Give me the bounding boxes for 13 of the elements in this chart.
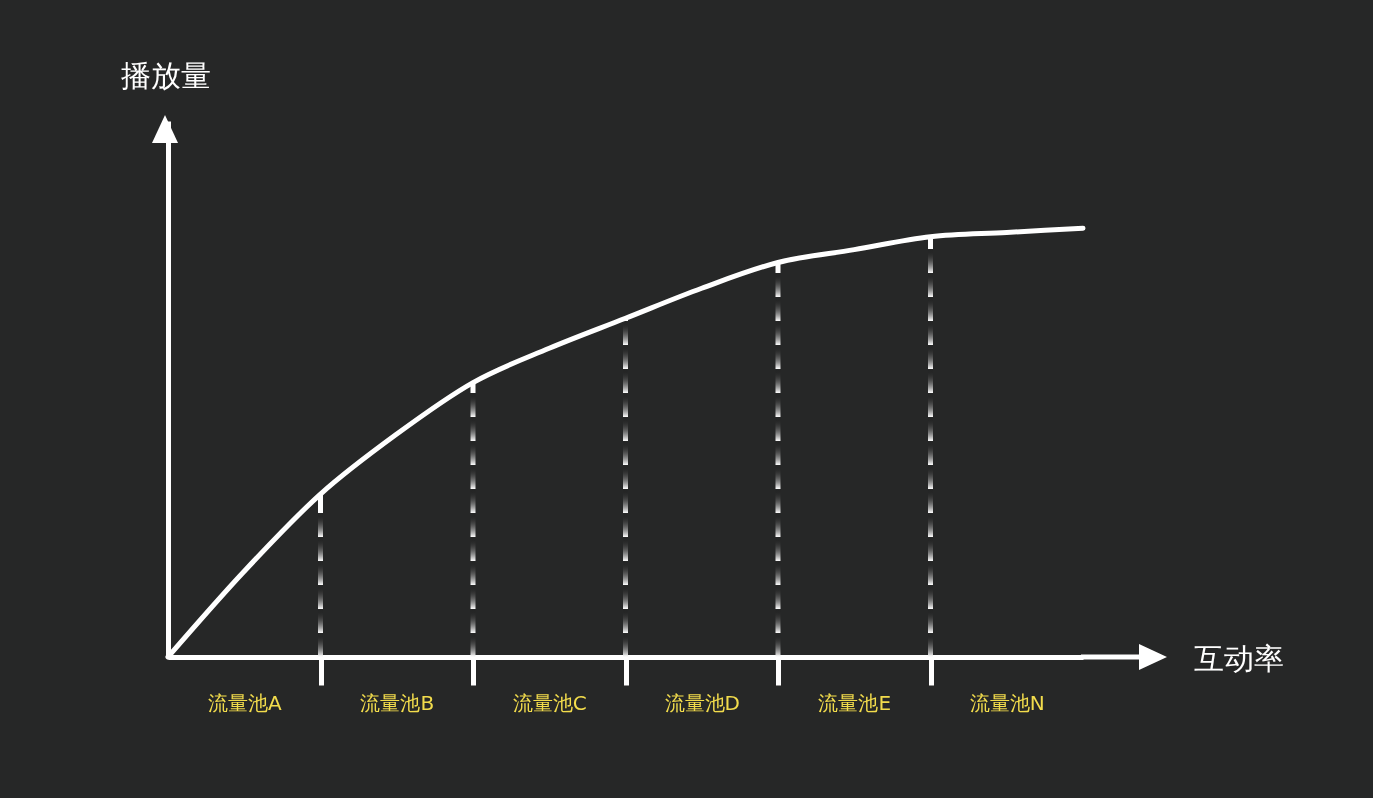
bar	[623, 318, 628, 657]
x-tick-label: 流量池E	[818, 690, 892, 715]
bar	[928, 236, 933, 657]
bar	[470, 382, 476, 657]
x-tick-label: 流量池C	[512, 690, 587, 715]
y-axis-title: 播放量	[120, 57, 211, 93]
x-tick-label: 流量池A	[207, 690, 282, 715]
bar	[775, 262, 781, 657]
x-axis-title: 互动率	[1193, 640, 1284, 676]
x-tick-label: 流量池N	[969, 690, 1045, 715]
x-tick-label: 流量池B	[360, 690, 435, 715]
x-tick-label: 流量池D	[664, 690, 740, 715]
bar	[318, 494, 323, 657]
